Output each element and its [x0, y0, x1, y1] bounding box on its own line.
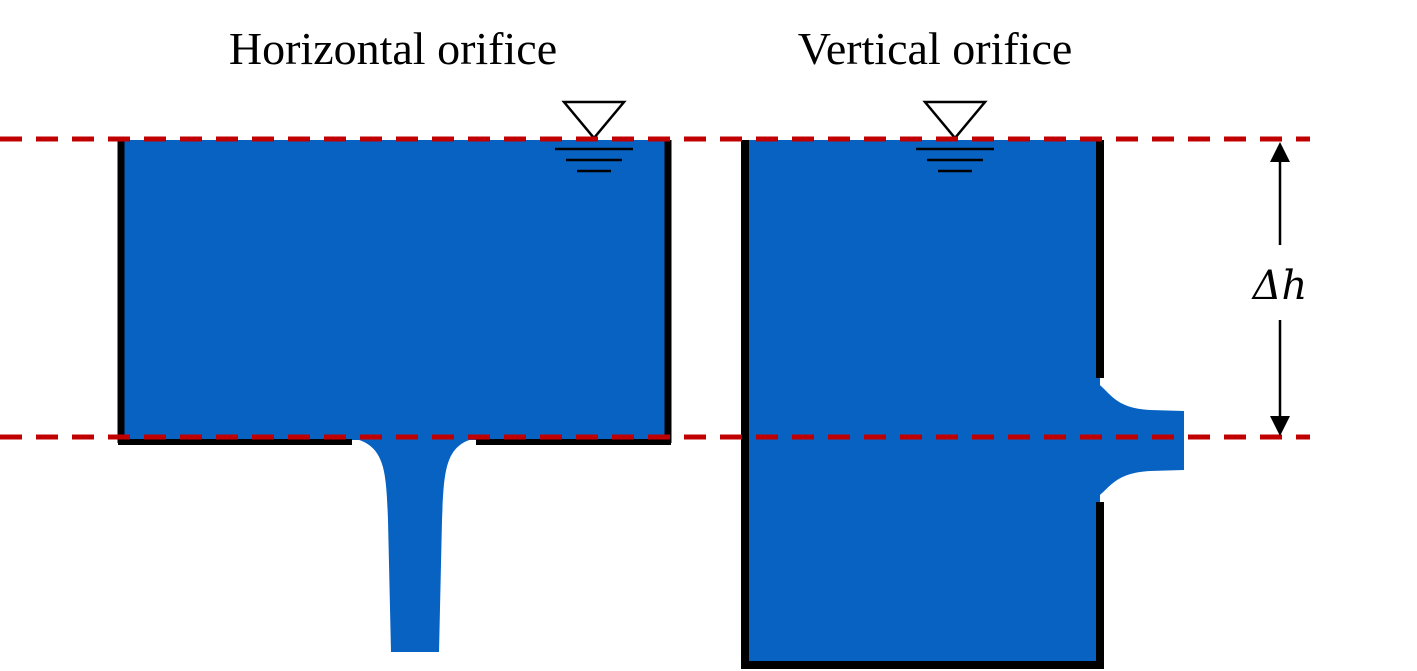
height-difference-arrow — [1270, 142, 1290, 436]
horizontal-jet — [352, 438, 476, 652]
delta-h-label: Δh — [1251, 263, 1308, 309]
right-tank-water — [745, 140, 1100, 664]
inverted-triangle-icon — [555, 100, 633, 173]
horizontal-orifice-title: Horizontal orifice — [229, 23, 557, 74]
arrowhead-down-icon — [1270, 416, 1290, 436]
vertical-jet — [1093, 380, 1184, 500]
left-tank-water — [121, 140, 668, 440]
inverted-triangle-icon — [916, 100, 994, 173]
horizontal-orifice-tank — [117, 140, 672, 652]
vertical-orifice-tank — [741, 140, 1184, 669]
arrowhead-up-icon — [1270, 142, 1290, 162]
vertical-orifice-title: Vertical orifice — [798, 23, 1073, 74]
